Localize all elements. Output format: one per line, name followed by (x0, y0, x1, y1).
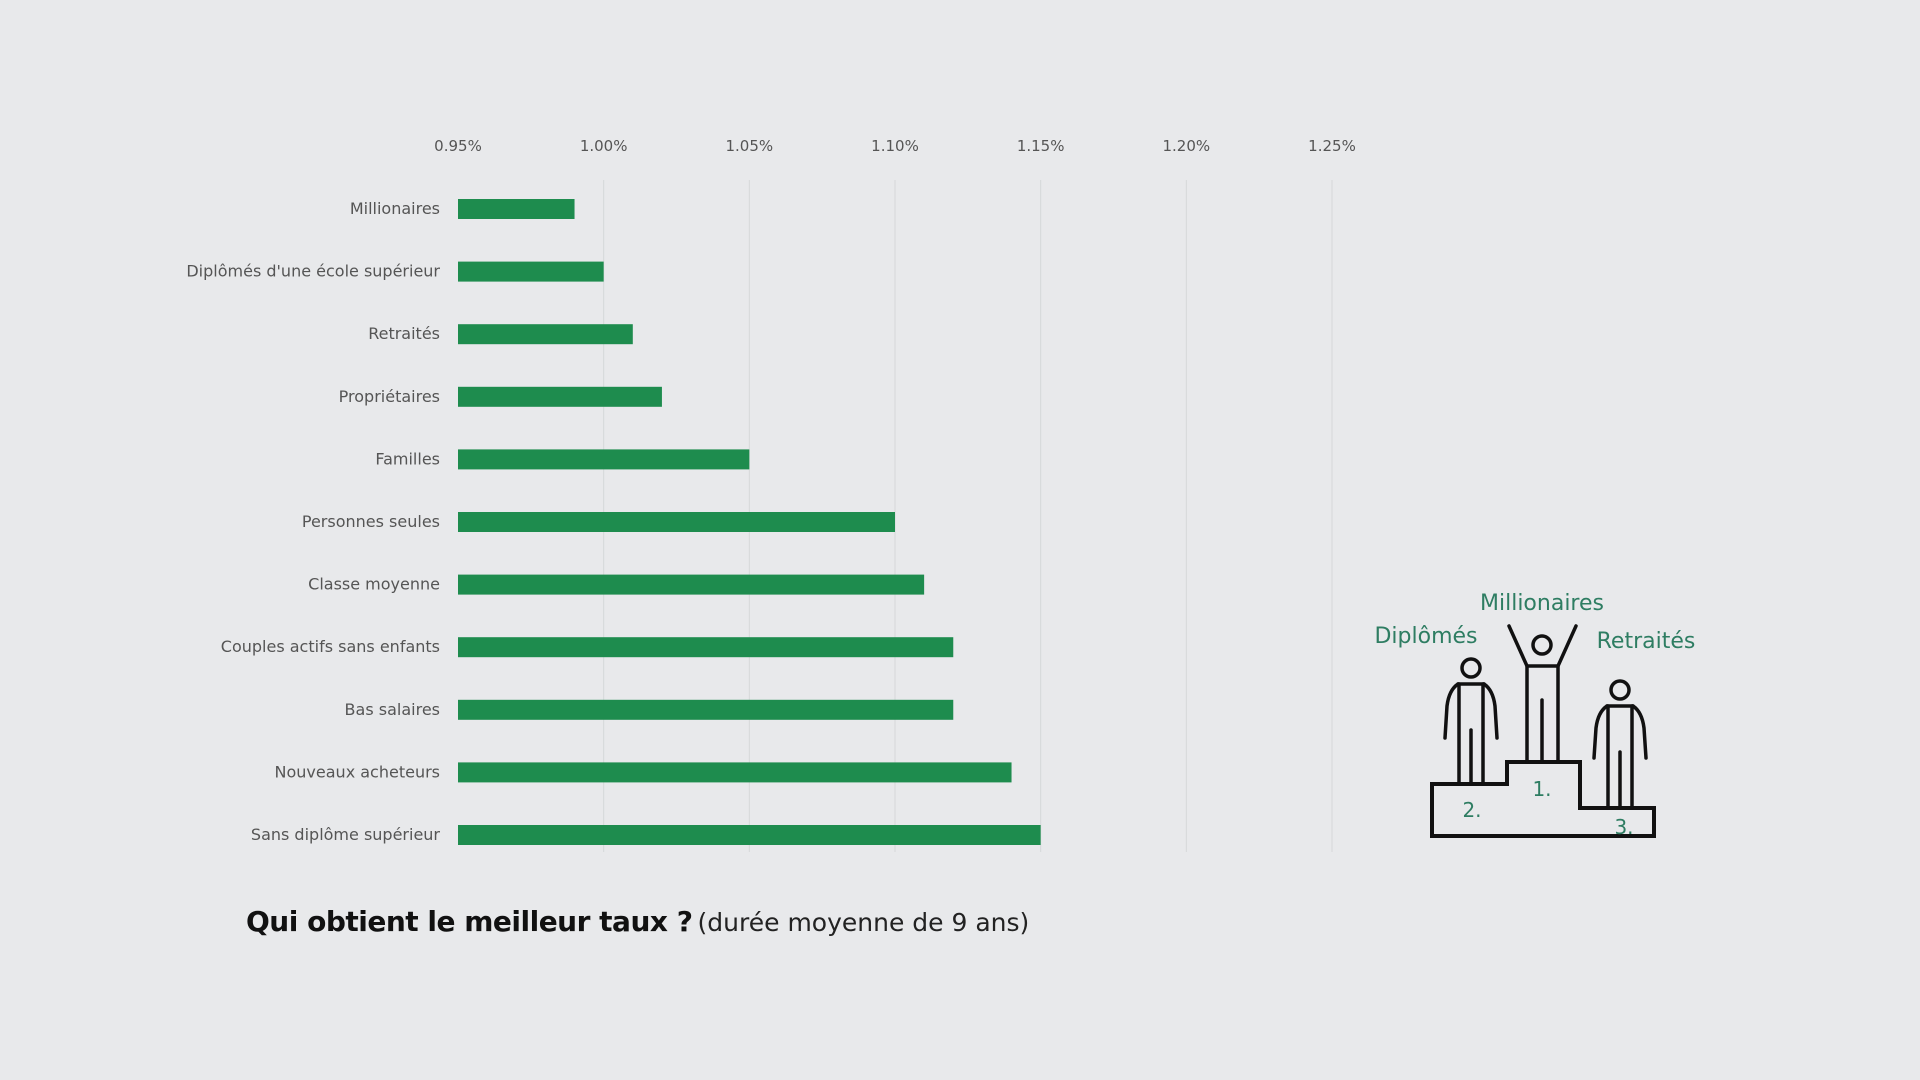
podium-winners-icon: Millionaires Diplômés Retraités (1374, 591, 1695, 839)
caption-title: Qui obtient le meilleur taux ? (246, 905, 693, 938)
x-tick-label: 0.95% (434, 137, 482, 155)
bar (458, 199, 575, 219)
podium-number-second: 2. (1462, 798, 1481, 822)
category-label: Propriétaires (339, 387, 440, 406)
bar (458, 574, 925, 595)
x-tick-label: 1.10% (871, 137, 919, 155)
bar (458, 762, 1012, 783)
bar (458, 386, 662, 407)
bar (458, 825, 1041, 845)
podium-blocks (1430, 760, 1656, 838)
category-label: Personnes seules (302, 512, 440, 531)
chart-caption: Qui obtient le meilleur taux ? (durée mo… (246, 905, 1029, 938)
x-tick-label: 1.15% (1017, 137, 1065, 155)
third-place-figure (1592, 679, 1648, 810)
bar (458, 699, 954, 720)
podium-first-label: Millionaires (1480, 591, 1604, 616)
x-axis-ticks: 0.95% 1.00% 1.05% 1.10% 1.15% 1.20% 1.25% (434, 137, 1356, 155)
bar (458, 637, 954, 658)
category-label: Couples actifs sans enfants (221, 637, 440, 656)
caption-subtitle: (durée moyenne de 9 ans) (697, 908, 1030, 937)
x-tick-label: 1.00% (580, 137, 628, 155)
category-label: Millionaires (350, 199, 440, 218)
category-label: Bas salaires (345, 700, 440, 719)
podium-number-third: 3. (1614, 815, 1633, 839)
podium-number-first: 1. (1532, 777, 1551, 801)
category-label: Nouveaux acheteurs (275, 762, 440, 781)
category-labels: Millionaires Diplômés d'une école supérie… (186, 199, 440, 844)
category-label: Diplômés d'une école supérieur (186, 262, 440, 281)
podium-third-label: Retraités (1597, 629, 1696, 654)
winner-figure (1507, 624, 1578, 764)
podium-second-label: Diplômés (1374, 624, 1477, 649)
category-label: Classe moyenne (308, 575, 440, 594)
bars (458, 199, 1041, 845)
x-tick-label: 1.25% (1308, 137, 1356, 155)
bar (458, 324, 633, 345)
bar (458, 512, 895, 532)
category-label: Sans diplôme supérieur (251, 825, 441, 844)
category-label: Retraités (368, 324, 440, 343)
bar (458, 261, 604, 282)
x-tick-label: 1.20% (1163, 137, 1211, 155)
bar (458, 449, 750, 470)
second-place-figure (1443, 657, 1499, 786)
category-label: Familles (375, 449, 440, 468)
x-tick-label: 1.05% (726, 137, 774, 155)
